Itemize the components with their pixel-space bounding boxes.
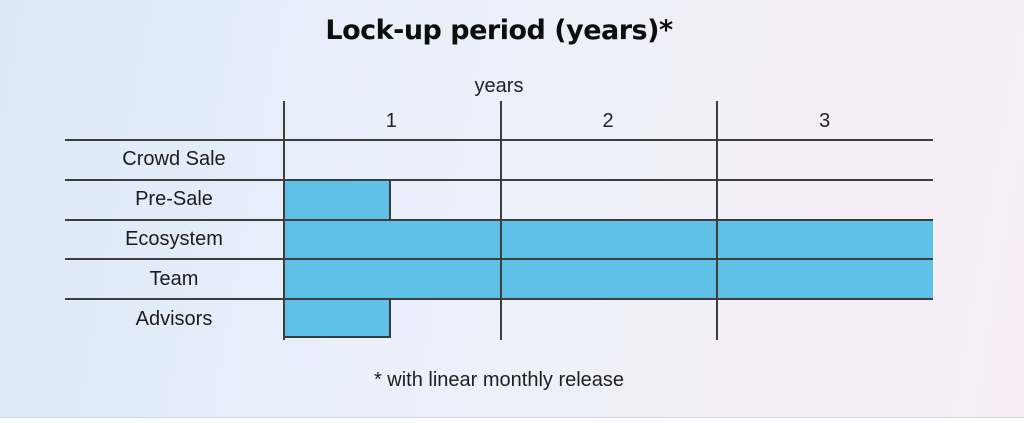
lockup-bar-ecosystem <box>283 220 933 259</box>
gridline-year-0 <box>283 101 285 340</box>
lockup-bar-pre-sale <box>283 180 392 219</box>
gridline-year-1 <box>499 101 502 340</box>
table-row: Team <box>65 260 933 301</box>
table-row: Crowd Sale <box>65 141 933 181</box>
row-label-ecosystem: Ecosystem <box>125 227 223 250</box>
table-row: Pre-Sale <box>65 180 933 221</box>
row-label-pre-sale: Pre-Sale <box>135 188 213 211</box>
lockup-table: Crowd Sale Pre-Sale Ecosystem Team Advis… <box>65 139 933 338</box>
tick-label-2: 2 <box>602 110 614 132</box>
tick-label-3: 3 <box>819 110 831 132</box>
row-label-crowd-sale: Crowd Sale <box>122 148 226 171</box>
x-axis-ticks: 1 2 3 <box>283 104 933 139</box>
gridline-year-2 <box>716 101 719 340</box>
tick-label-1: 1 <box>385 110 397 132</box>
chart-footnote: * with linear monthly release <box>373 369 625 391</box>
lockup-bar-advisors <box>283 300 392 338</box>
bottom-edge-strip <box>0 417 1024 423</box>
x-axis-title: years <box>474 75 524 97</box>
row-label-advisors: Advisors <box>135 307 213 330</box>
lockup-bar-team <box>283 260 933 299</box>
chart-title: Lock-up period (years)* <box>325 15 673 46</box>
table-row: Advisors <box>65 300 933 338</box>
table-row: Ecosystem <box>65 220 933 261</box>
row-label-team: Team <box>149 267 199 290</box>
